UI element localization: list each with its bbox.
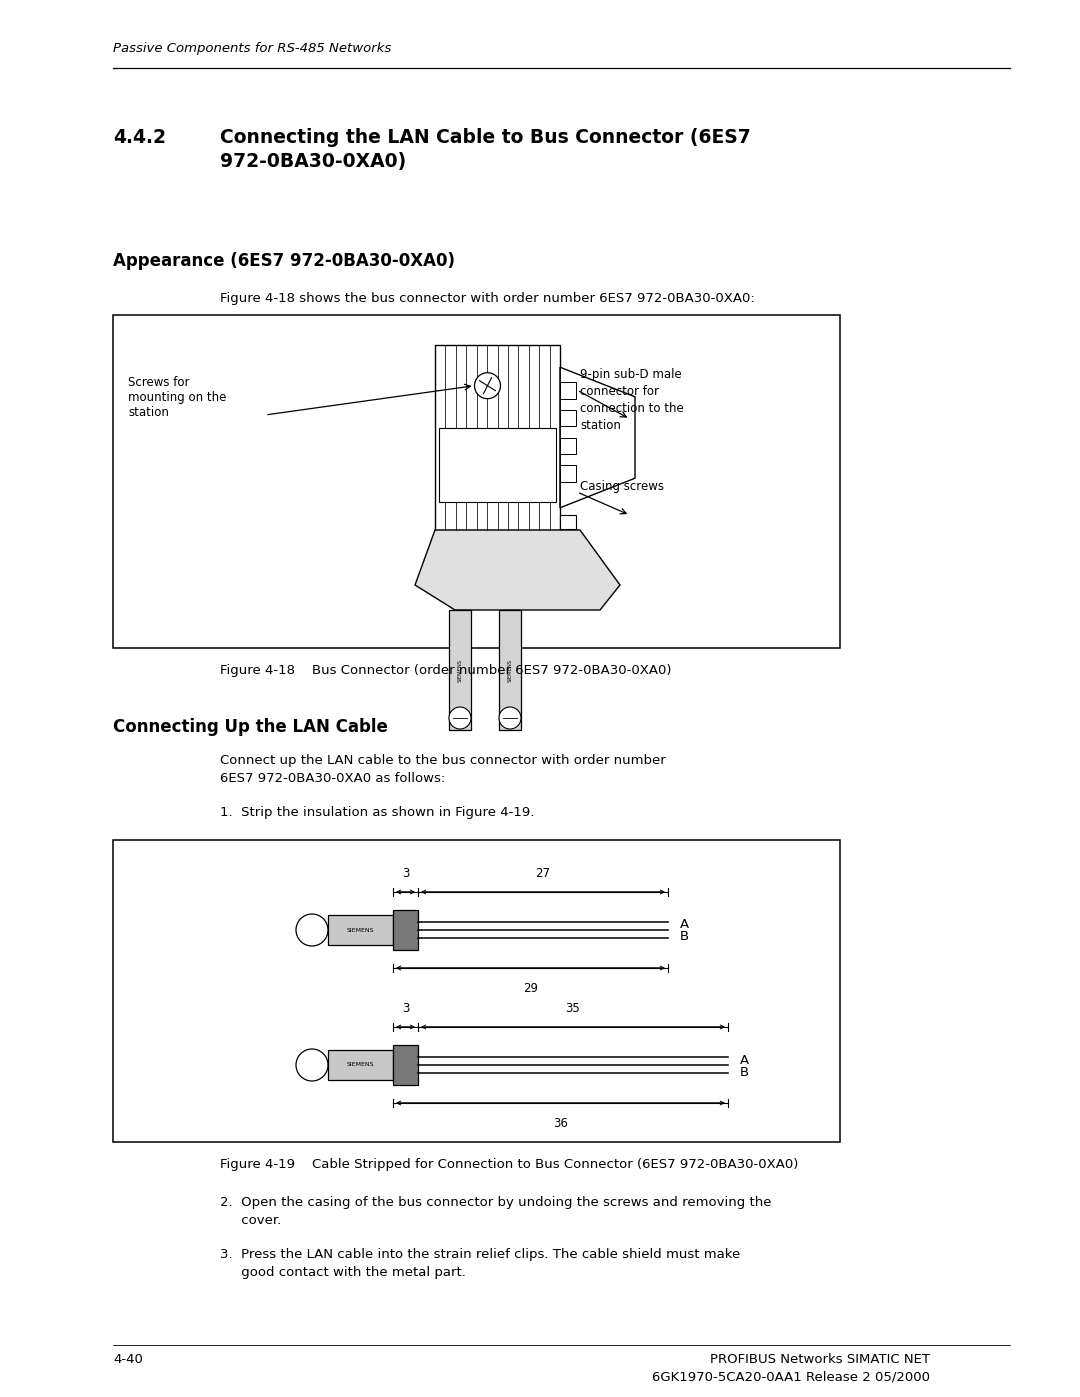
Text: 4-40: 4-40 — [113, 1354, 143, 1366]
Text: 1.  Strip the insulation as shown in Figure 4-19.: 1. Strip the insulation as shown in Figu… — [220, 806, 535, 819]
Bar — [328, 915, 393, 944]
Bar — [393, 1045, 418, 1085]
Text: 3.  Press the LAN cable into the strain relief clips. The cable shield must make: 3. Press the LAN cable into the strain r… — [220, 1248, 740, 1261]
Bar — [393, 909, 418, 950]
Text: Figure 4-18 shows the bus connector with order number 6ES7 972-0BA30-0XA0:: Figure 4-18 shows the bus connector with… — [220, 292, 755, 305]
Bar — [449, 610, 471, 731]
Bar — [561, 381, 576, 398]
Text: 4.4.2: 4.4.2 — [113, 129, 166, 147]
Text: SIEMENS: SIEMENS — [347, 1063, 375, 1067]
Bar — [561, 409, 576, 426]
Circle shape — [296, 914, 328, 946]
Text: 9-pin sub-D male
connector for
connection to the
station: 9-pin sub-D male connector for connectio… — [580, 367, 684, 432]
Circle shape — [474, 373, 500, 398]
Text: Connecting the LAN Cable to Bus Connector (6ES7
972-0BA30-0XA0): Connecting the LAN Cable to Bus Connecto… — [220, 129, 751, 172]
Text: Connecting Up the LAN Cable: Connecting Up the LAN Cable — [113, 718, 388, 736]
Text: 3: 3 — [402, 1002, 409, 1016]
Text: A: A — [740, 1053, 750, 1066]
Text: 27: 27 — [536, 868, 551, 880]
Text: 29: 29 — [523, 982, 538, 995]
Circle shape — [296, 1049, 328, 1081]
Text: 36: 36 — [553, 1118, 568, 1130]
Text: Connect up the LAN cable to the bus connector with order number: Connect up the LAN cable to the bus conn… — [220, 754, 665, 767]
Circle shape — [449, 707, 471, 729]
Bar — [438, 429, 556, 503]
Bar — [561, 437, 576, 454]
Text: B: B — [740, 1066, 750, 1078]
Text: Appearance (6ES7 972-0BA30-0XA0): Appearance (6ES7 972-0BA30-0XA0) — [113, 251, 455, 270]
Text: 6GK1970-5CA20-0AA1 Release 2 05/2000: 6GK1970-5CA20-0AA1 Release 2 05/2000 — [652, 1370, 930, 1384]
Text: SIEMENS: SIEMENS — [458, 658, 462, 682]
Text: A: A — [680, 918, 689, 932]
Text: Screws for
mounting on the
station: Screws for mounting on the station — [129, 376, 227, 419]
Text: B: B — [680, 930, 689, 943]
Bar — [561, 515, 576, 529]
Bar — [328, 1051, 393, 1080]
Text: Passive Components for RS-485 Networks: Passive Components for RS-485 Networks — [113, 42, 391, 54]
Text: SIEMENS: SIEMENS — [508, 658, 513, 682]
Text: PROFIBUS Networks SIMATIC NET: PROFIBUS Networks SIMATIC NET — [710, 1354, 930, 1366]
Circle shape — [499, 707, 521, 729]
Text: 6ES7 972-0BA30-0XA0 as follows:: 6ES7 972-0BA30-0XA0 as follows: — [220, 773, 445, 785]
Text: 35: 35 — [566, 1002, 580, 1016]
Text: Figure 4-18    Bus Connector (order number 6ES7 972-0BA30-0XA0): Figure 4-18 Bus Connector (order number … — [220, 664, 672, 678]
Text: SIEMENS: SIEMENS — [347, 928, 375, 933]
Text: Casing screws: Casing screws — [580, 481, 664, 493]
Text: good contact with the metal part.: good contact with the metal part. — [220, 1266, 465, 1280]
Text: Figure 4-19    Cable Stripped for Connection to Bus Connector (6ES7 972-0BA30-0X: Figure 4-19 Cable Stripped for Connectio… — [220, 1158, 798, 1171]
Text: 2.  Open the casing of the bus connector by undoing the screws and removing the: 2. Open the casing of the bus connector … — [220, 1196, 771, 1208]
Bar — [561, 465, 576, 482]
Bar — [499, 610, 521, 731]
Polygon shape — [561, 367, 635, 507]
Polygon shape — [415, 529, 620, 610]
Bar — [113, 840, 840, 1141]
Bar — [113, 314, 840, 648]
Text: 3: 3 — [402, 868, 409, 880]
Bar — [435, 345, 561, 529]
Text: cover.: cover. — [220, 1214, 281, 1227]
